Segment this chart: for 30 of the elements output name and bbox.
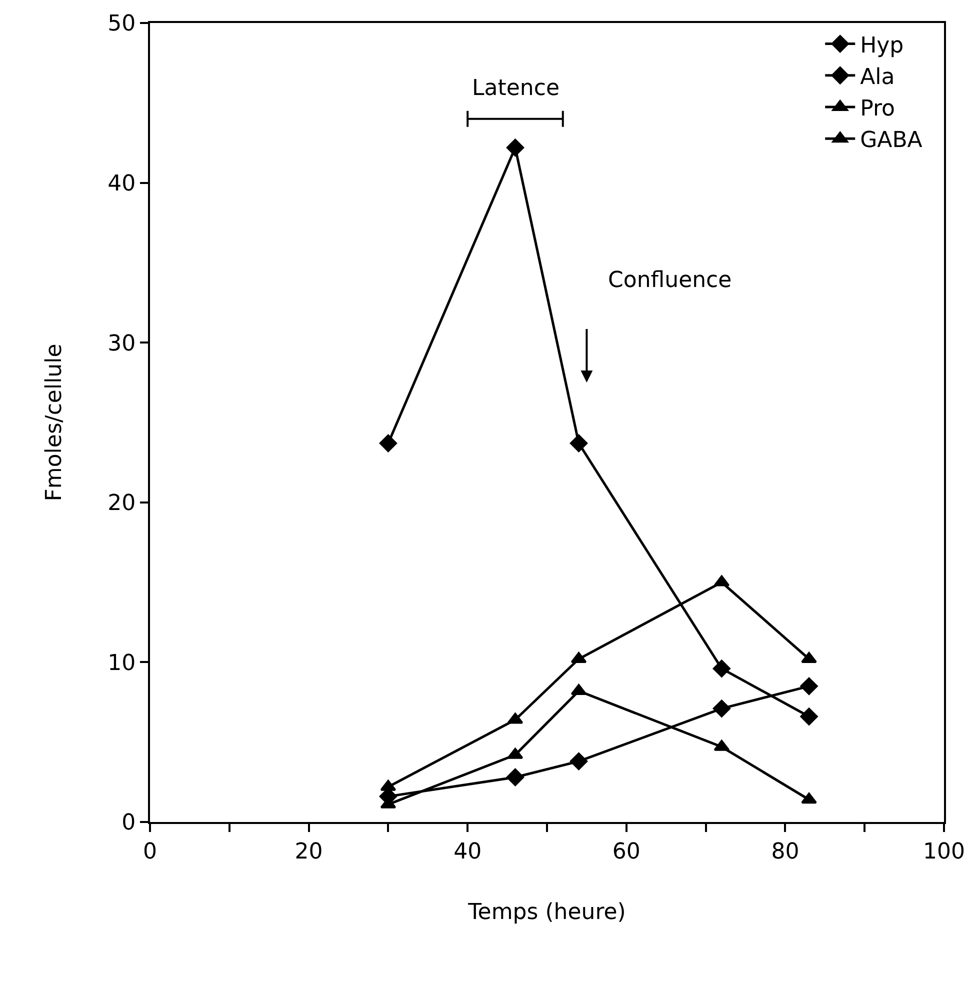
y-tick-label: 50 [108,12,136,37]
x-tick-label: 40 [454,839,482,864]
x-tick-label: 20 [294,839,323,864]
legend-label: Pro [860,96,896,122]
x-tick-label: 60 [612,839,640,864]
point [570,434,588,452]
y-axis-title: Fmoles/cellule [42,344,67,502]
x-axis-title: Temps (heure) [467,900,626,925]
y-tick-label: 10 [108,650,136,676]
annotation: Latence [472,76,560,101]
point [506,138,524,156]
point [712,660,730,678]
legend-label: Hyp [860,33,904,58]
y-tick-label: 0 [122,810,136,836]
point [506,768,524,786]
point [800,677,818,695]
point [801,792,817,804]
legend-label: GABA [860,128,922,154]
y-tick-label: 20 [108,491,136,516]
point [800,708,818,726]
x-tick-label: 0 [143,839,157,864]
point [712,700,730,718]
x-tick-label: 80 [771,839,800,864]
annotation: Confluence [608,268,732,293]
y-tick-label: 40 [108,172,136,196]
point [379,434,397,452]
legend-label: Ala [860,64,895,90]
point [570,752,588,770]
x-tick-label: 100 [923,839,965,864]
y-tick-label: 30 [108,331,136,356]
